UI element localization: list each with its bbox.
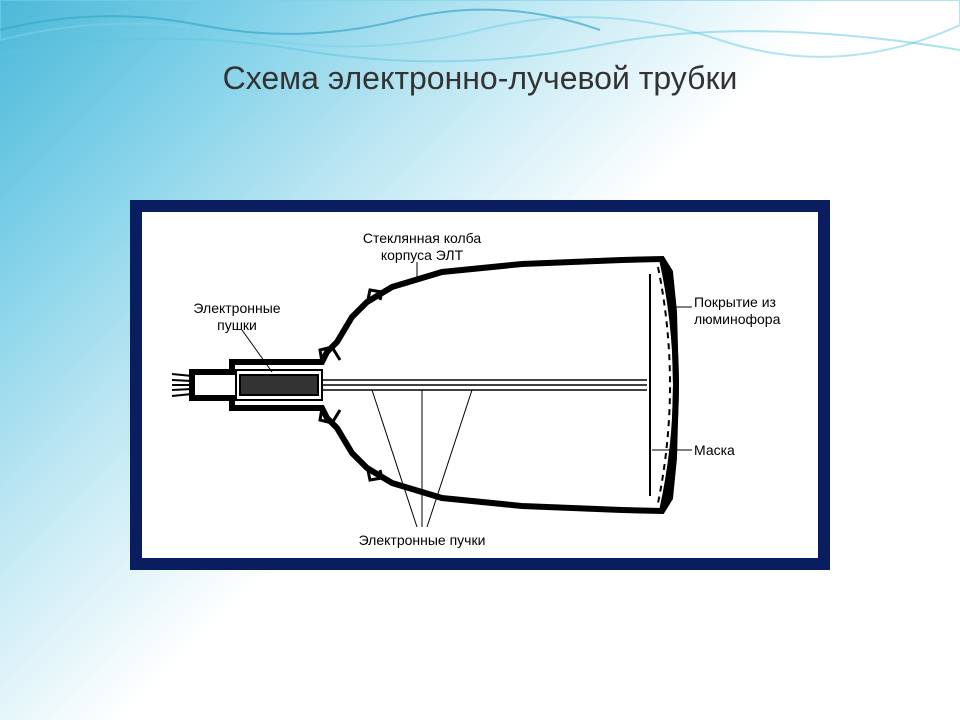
page-title: Схема электронно-лучевой трубки (0, 60, 960, 97)
label-electron-beams: Электронные пучки (332, 532, 512, 549)
crt-diagram: Стеклянная колбакорпуса ЭЛТ Электронныеп… (130, 200, 830, 570)
label-phosphor: Покрытие излюминофора (694, 294, 814, 328)
pointer-electron-guns (242, 330, 272, 372)
tube-outline-bottom (192, 385, 676, 511)
crt-schematic-svg (142, 212, 818, 558)
pointer-beams (427, 390, 472, 527)
pin (172, 389, 192, 390)
label-mask: Маска (694, 442, 774, 459)
electron-gun-body (240, 375, 318, 395)
label-electron-guns: Электронныепушки (182, 300, 292, 334)
pointer-beams (372, 390, 417, 527)
pin (172, 380, 192, 381)
label-glass-bulb: Стеклянная колбакорпуса ЭЛТ (342, 230, 502, 264)
